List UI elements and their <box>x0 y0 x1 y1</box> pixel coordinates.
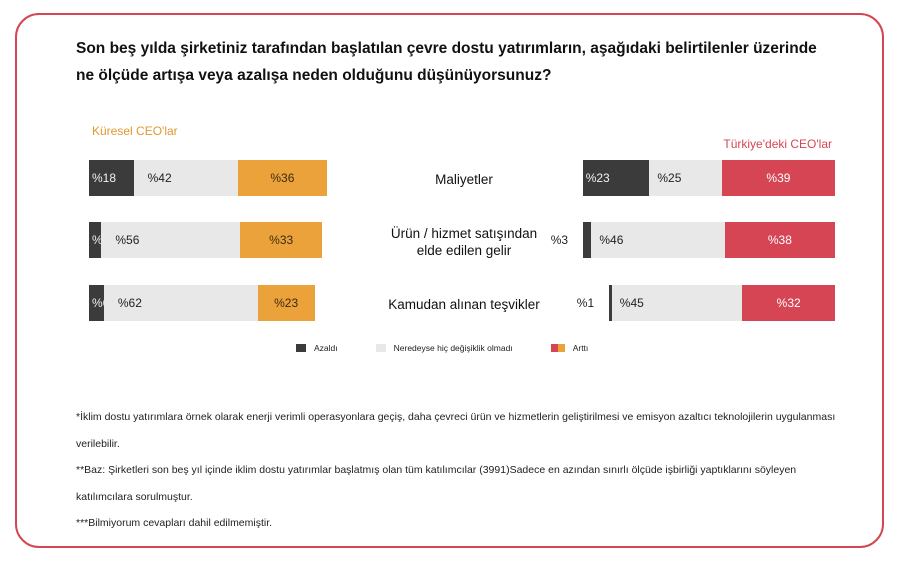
global-bar-no-change-1: %42 <box>133 160 238 196</box>
legend-swatch-decreased <box>296 344 306 352</box>
global-bar-decreased-2: %5 <box>89 222 102 258</box>
footnote-2: **Baz: Şirketleri son beş yıl içinde ikl… <box>76 464 797 503</box>
global-bar-decreased-3: %6 <box>89 285 104 321</box>
turkey-bar-increased-2: %38 <box>724 222 835 258</box>
legend-item-no-change: Neredeyse hiç değişiklik olmadı <box>375 343 513 353</box>
legend-item-increased: Arttı <box>550 343 589 353</box>
chart-title: Son beş yılda şirketiniz tarafından başl… <box>76 40 817 84</box>
legend-label-decreased: Azaldı <box>314 343 338 353</box>
global-bar-increased-1: %36 <box>237 160 328 196</box>
legend-label-no-change: Neredeyse hiç değişiklik olmadı <box>393 343 513 353</box>
category-label-line: Kamudan alınan teşvikler <box>388 297 540 312</box>
global-bar-row-3: %6%62%23 <box>89 285 315 321</box>
category-label-line: elde edilen gelir <box>416 243 512 258</box>
category-label-2: Ürün / hizmet satışından elde edilen geli… <box>364 225 564 259</box>
turkey-bar-row-3: %45 %32 <box>608 285 836 321</box>
legend-swatch-no-change <box>375 344 386 352</box>
turkey-bar-row-2: %46 %38 <box>582 222 835 258</box>
turkey-decreased-label-3: %1 <box>576 296 595 310</box>
footnote-3: ***Bilmiyorum cevapları dahil edilmemişt… <box>76 517 273 529</box>
turkey-bar-decreased-2 <box>582 222 592 258</box>
turkey-bar-no-change-3: %45 <box>611 285 743 321</box>
chart-card <box>15 13 884 548</box>
category-label-line: Ürün / hizmet satışından <box>390 226 538 241</box>
category-label-1: Maliyetler <box>364 171 564 188</box>
legend-swatch-increased <box>550 344 565 352</box>
global-bar-no-change-3: %62 <box>103 285 258 321</box>
global-bar-increased-2: %33 <box>240 222 323 258</box>
global-bar-decreased-1: %18 <box>89 160 134 196</box>
turkey-bar-increased-3: %32 <box>742 285 836 321</box>
turkey-bar-no-change-1: %25 <box>649 160 722 196</box>
legend: Azaldı Neredeyse hiç değişiklik olmadı A… <box>296 343 626 353</box>
footnote-1: *İklim dostu yatırımlara örnek olarak en… <box>76 411 836 450</box>
legend-item-decreased: Azaldı <box>296 343 338 353</box>
footnotes: *İklim dostu yatırımlara örnek olarak en… <box>76 404 846 537</box>
turkey-bar-no-change-2: %46 <box>591 222 725 258</box>
category-label-line: Maliyetler <box>435 172 493 187</box>
legend-label-increased: Arttı <box>572 343 589 353</box>
global-bar-increased-3: %23 <box>257 285 315 321</box>
turkey-bar-row-1: %23 %25 %39 <box>582 160 835 196</box>
category-label-3: Kamudan alınan teşvikler <box>364 296 564 313</box>
group-label-turkey: Türkiye'deki CEO'lar <box>723 137 832 151</box>
turkey-decreased-label-2: %3 <box>550 233 569 247</box>
global-bar-row-2: %5%56%33 <box>89 222 323 258</box>
turkey-bar-decreased-3 <box>608 285 612 321</box>
turkey-bar-increased-1: %39 <box>721 160 835 196</box>
global-bar-no-change-2: %56 <box>101 222 241 258</box>
group-label-global: Küresel CEO'lar <box>92 124 178 138</box>
global-bar-row-1: %18 %42 %36 <box>89 160 328 196</box>
turkey-bar-decreased-1: %23 <box>582 160 650 196</box>
